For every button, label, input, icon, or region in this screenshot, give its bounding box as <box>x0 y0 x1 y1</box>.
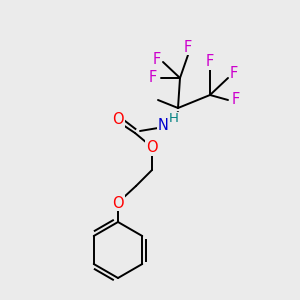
Text: N: N <box>158 118 168 134</box>
Text: F: F <box>149 70 157 86</box>
Text: F: F <box>206 55 214 70</box>
Text: O: O <box>112 196 124 211</box>
Text: O: O <box>146 140 158 155</box>
Text: O: O <box>112 112 124 128</box>
Text: F: F <box>184 40 192 55</box>
Text: H: H <box>169 112 179 125</box>
Text: F: F <box>153 52 161 67</box>
Text: F: F <box>232 92 240 107</box>
Text: F: F <box>230 67 238 82</box>
